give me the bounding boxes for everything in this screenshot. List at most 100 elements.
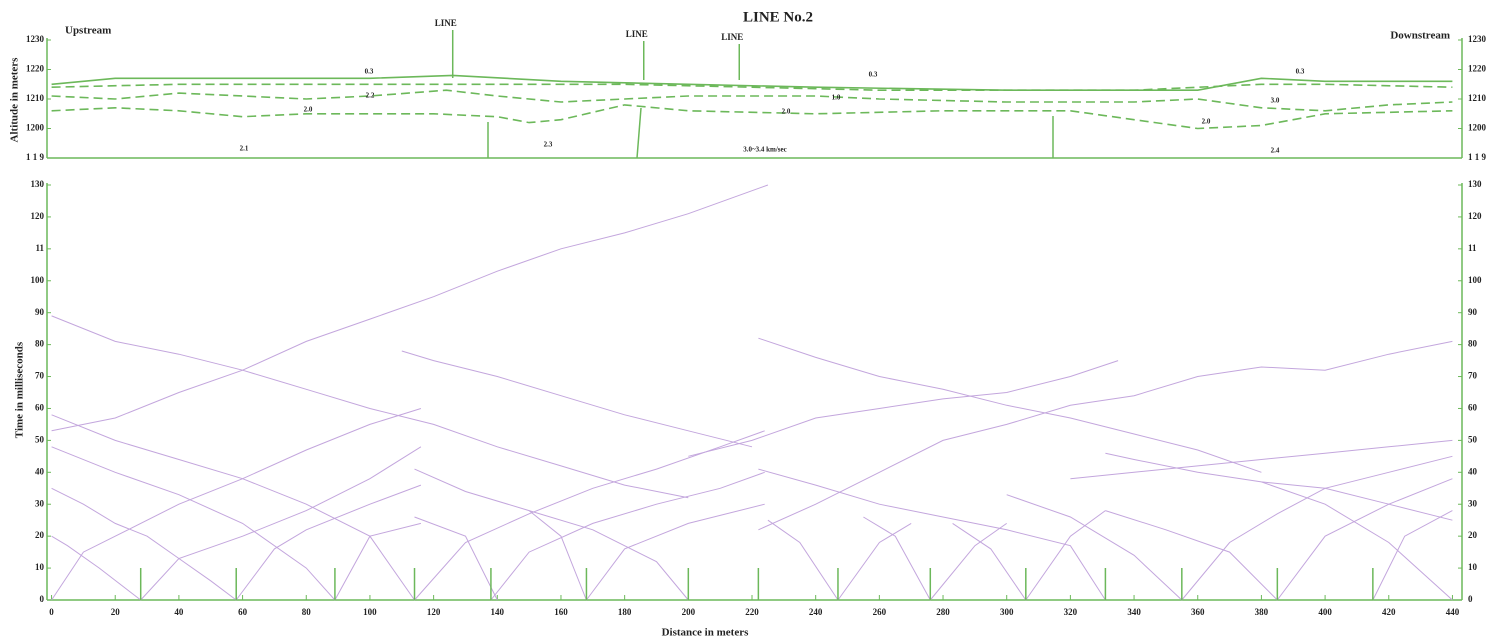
x-tick-label: 300 <box>1000 607 1014 617</box>
y-tick-label: 60 <box>1468 403 1478 413</box>
layer-label: 2.4 <box>1271 147 1280 155</box>
y-tick-label: 70 <box>1468 371 1478 381</box>
series-line <box>758 337 1262 473</box>
y-tick-label: 50 <box>1468 434 1478 444</box>
y-tick-label: 40 <box>1468 466 1478 476</box>
series-line <box>1070 439 1453 480</box>
x-tick-label: 260 <box>873 607 887 617</box>
chart-title: LINE No.2 <box>743 9 813 25</box>
y-tick-label: 1 1 9 <box>26 152 45 162</box>
y-tick-label: 1 1 9 <box>1468 152 1487 162</box>
y-tick-label: 1200 <box>1468 123 1487 133</box>
y-tick-label: 11 <box>1468 243 1477 253</box>
series-line <box>401 350 753 448</box>
series-line <box>929 522 1007 601</box>
series-line <box>140 446 422 601</box>
series-line <box>51 184 769 432</box>
y-tick-label: 1230 <box>1468 34 1487 44</box>
fault-line <box>636 107 642 159</box>
x-tick-label: 100 <box>363 607 377 617</box>
y-tick-label: 1210 <box>26 93 45 103</box>
y-tick-label: 1230 <box>26 34 45 44</box>
series-line <box>1372 510 1453 601</box>
y-tick-label: 90 <box>1468 307 1478 317</box>
layer-label: 3.0 <box>1271 97 1280 105</box>
series-line <box>1025 510 1106 601</box>
x-tick-label: 420 <box>1382 607 1396 617</box>
x-tick-label: 380 <box>1255 607 1269 617</box>
y-tick-label: 10 <box>35 562 45 572</box>
x-tick-label: 80 <box>302 607 312 617</box>
x-tick-label: 40 <box>174 607 184 617</box>
x-tick-label: 0 <box>49 607 54 617</box>
series-line <box>235 484 422 601</box>
y-tick-label: 11 <box>35 243 44 253</box>
series-line <box>414 430 765 601</box>
series-line <box>688 360 1119 457</box>
downstream-label: Downstream <box>1390 30 1450 42</box>
series-line <box>51 104 1453 130</box>
layer-label: 1.0 <box>832 94 841 102</box>
x-tick-label: 60 <box>238 607 248 617</box>
layer-label: 0.3 <box>869 71 878 79</box>
x-tick-label: 20 <box>111 607 121 617</box>
series-line <box>1006 494 1183 601</box>
series-line <box>51 446 336 601</box>
y-tick-label: 10 <box>1468 562 1478 572</box>
y-tick-label: 1220 <box>26 64 45 74</box>
crossing-label: LINE <box>435 18 457 28</box>
x-tick-label: 320 <box>1064 607 1078 617</box>
y-tick-label: 130 <box>1468 179 1482 189</box>
layer-label: 3.0~3.4 km/sec <box>743 146 787 154</box>
y-tick-label: 30 <box>1468 498 1478 508</box>
y-axis-title: Time in milliseconds <box>14 341 26 438</box>
series-line <box>758 468 1106 601</box>
y-tick-label: 20 <box>1468 530 1478 540</box>
y-tick-label: 0 <box>40 594 45 604</box>
series-line <box>414 468 689 601</box>
x-tick-label: 340 <box>1127 607 1141 617</box>
y-tick-label: 100 <box>1468 275 1482 285</box>
series-line <box>1105 510 1278 601</box>
y-tick-label: 80 <box>35 339 45 349</box>
series-line <box>863 516 931 601</box>
y-tick-label: 100 <box>31 275 45 285</box>
y-tick-label: 20 <box>35 530 45 540</box>
x-tick-label: 200 <box>682 607 696 617</box>
layer-label: 2.0 <box>782 108 791 116</box>
series-line <box>1105 452 1453 521</box>
y-tick-label: 80 <box>1468 339 1478 349</box>
series-line <box>51 315 689 499</box>
crossing-label: LINE <box>721 32 743 42</box>
crossing-label: LINE <box>626 29 648 39</box>
x-tick-label: 240 <box>809 607 823 617</box>
layer-label: 2.1 <box>240 145 249 153</box>
y-tick-label: 70 <box>35 371 45 381</box>
series-line <box>51 89 1453 112</box>
layer-label: 2.0 <box>304 106 313 114</box>
y-tick-label: 1220 <box>1468 64 1487 74</box>
x-tick-label: 360 <box>1191 607 1205 617</box>
series-line <box>51 408 422 601</box>
series-line <box>585 503 765 601</box>
series-line <box>528 510 587 601</box>
layer-label: 2.2 <box>366 92 375 100</box>
series-line <box>952 522 1027 601</box>
upstream-label: Upstream <box>65 25 111 37</box>
y-tick-label: 40 <box>35 466 45 476</box>
series-line <box>837 522 912 601</box>
layer-label: 2.3 <box>544 141 553 149</box>
series-line <box>1276 478 1453 601</box>
y-tick-label: 1210 <box>1468 93 1487 103</box>
y-tick-label: 90 <box>35 307 45 317</box>
series-line <box>758 340 1453 531</box>
series-line <box>51 487 237 601</box>
y-tick-label: 120 <box>31 211 45 221</box>
y-tick-label: 0 <box>1468 594 1473 604</box>
x-tick-label: 180 <box>618 607 632 617</box>
y-tick-label: 30 <box>35 498 45 508</box>
series-line <box>767 519 839 601</box>
series-line <box>334 522 422 601</box>
x-tick-label: 160 <box>554 607 568 617</box>
